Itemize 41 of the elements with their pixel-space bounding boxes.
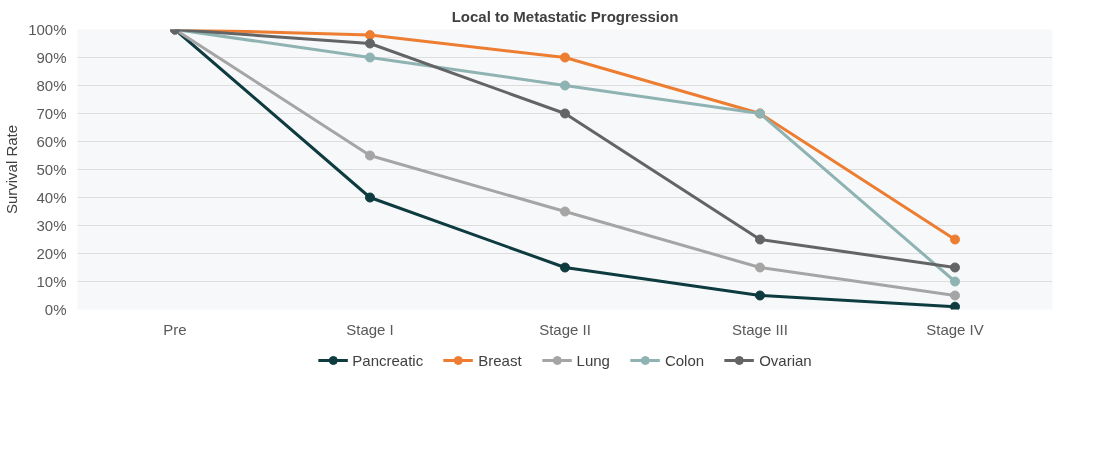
y-tick-label: 0%: [44, 301, 67, 318]
y-axis-title: Survival Rate: [3, 124, 21, 215]
point: [560, 108, 570, 119]
point: [560, 80, 570, 91]
point: [365, 38, 375, 49]
point: [365, 192, 375, 203]
y-tick-label: 50%: [36, 161, 67, 178]
point: [950, 276, 960, 287]
x-tick-label: Pre: [163, 320, 187, 338]
y-tick-label: 80%: [36, 77, 67, 94]
y-tick-label: 40%: [36, 189, 67, 206]
point: [560, 52, 570, 63]
x-tick-label: Stage II: [539, 320, 591, 338]
point: [950, 234, 960, 245]
y-tick-label: 20%: [36, 245, 67, 262]
legend-label: Ovarian: [759, 351, 812, 369]
legend-label: Pancreatic: [352, 351, 424, 369]
chart-title: Local to Metastatic Progression: [451, 7, 679, 25]
point: [560, 206, 570, 217]
point: [950, 301, 960, 310]
point: [365, 150, 375, 161]
point: [560, 262, 570, 273]
y-tick-label: 90%: [36, 49, 67, 66]
point: [755, 234, 765, 245]
legend-label: Lung: [576, 351, 610, 369]
y-tick-label: 100%: [28, 21, 67, 38]
point: [755, 262, 765, 273]
y-tick-label: 70%: [36, 105, 67, 122]
point: [755, 290, 765, 301]
point: [950, 262, 960, 273]
y-tick-label: 10%: [36, 273, 67, 290]
point: [365, 30, 375, 41]
x-tick-label: Stage I: [346, 320, 394, 338]
x-tick-label: Stage IV: [926, 320, 984, 338]
point: [365, 52, 375, 63]
x-tick-label: Stage III: [732, 320, 788, 338]
legend-label: Colon: [664, 351, 705, 369]
y-tick-label: 60%: [36, 133, 67, 150]
point: [950, 290, 960, 301]
legend-label: Breast: [478, 351, 522, 369]
y-tick-label: 30%: [36, 217, 67, 234]
